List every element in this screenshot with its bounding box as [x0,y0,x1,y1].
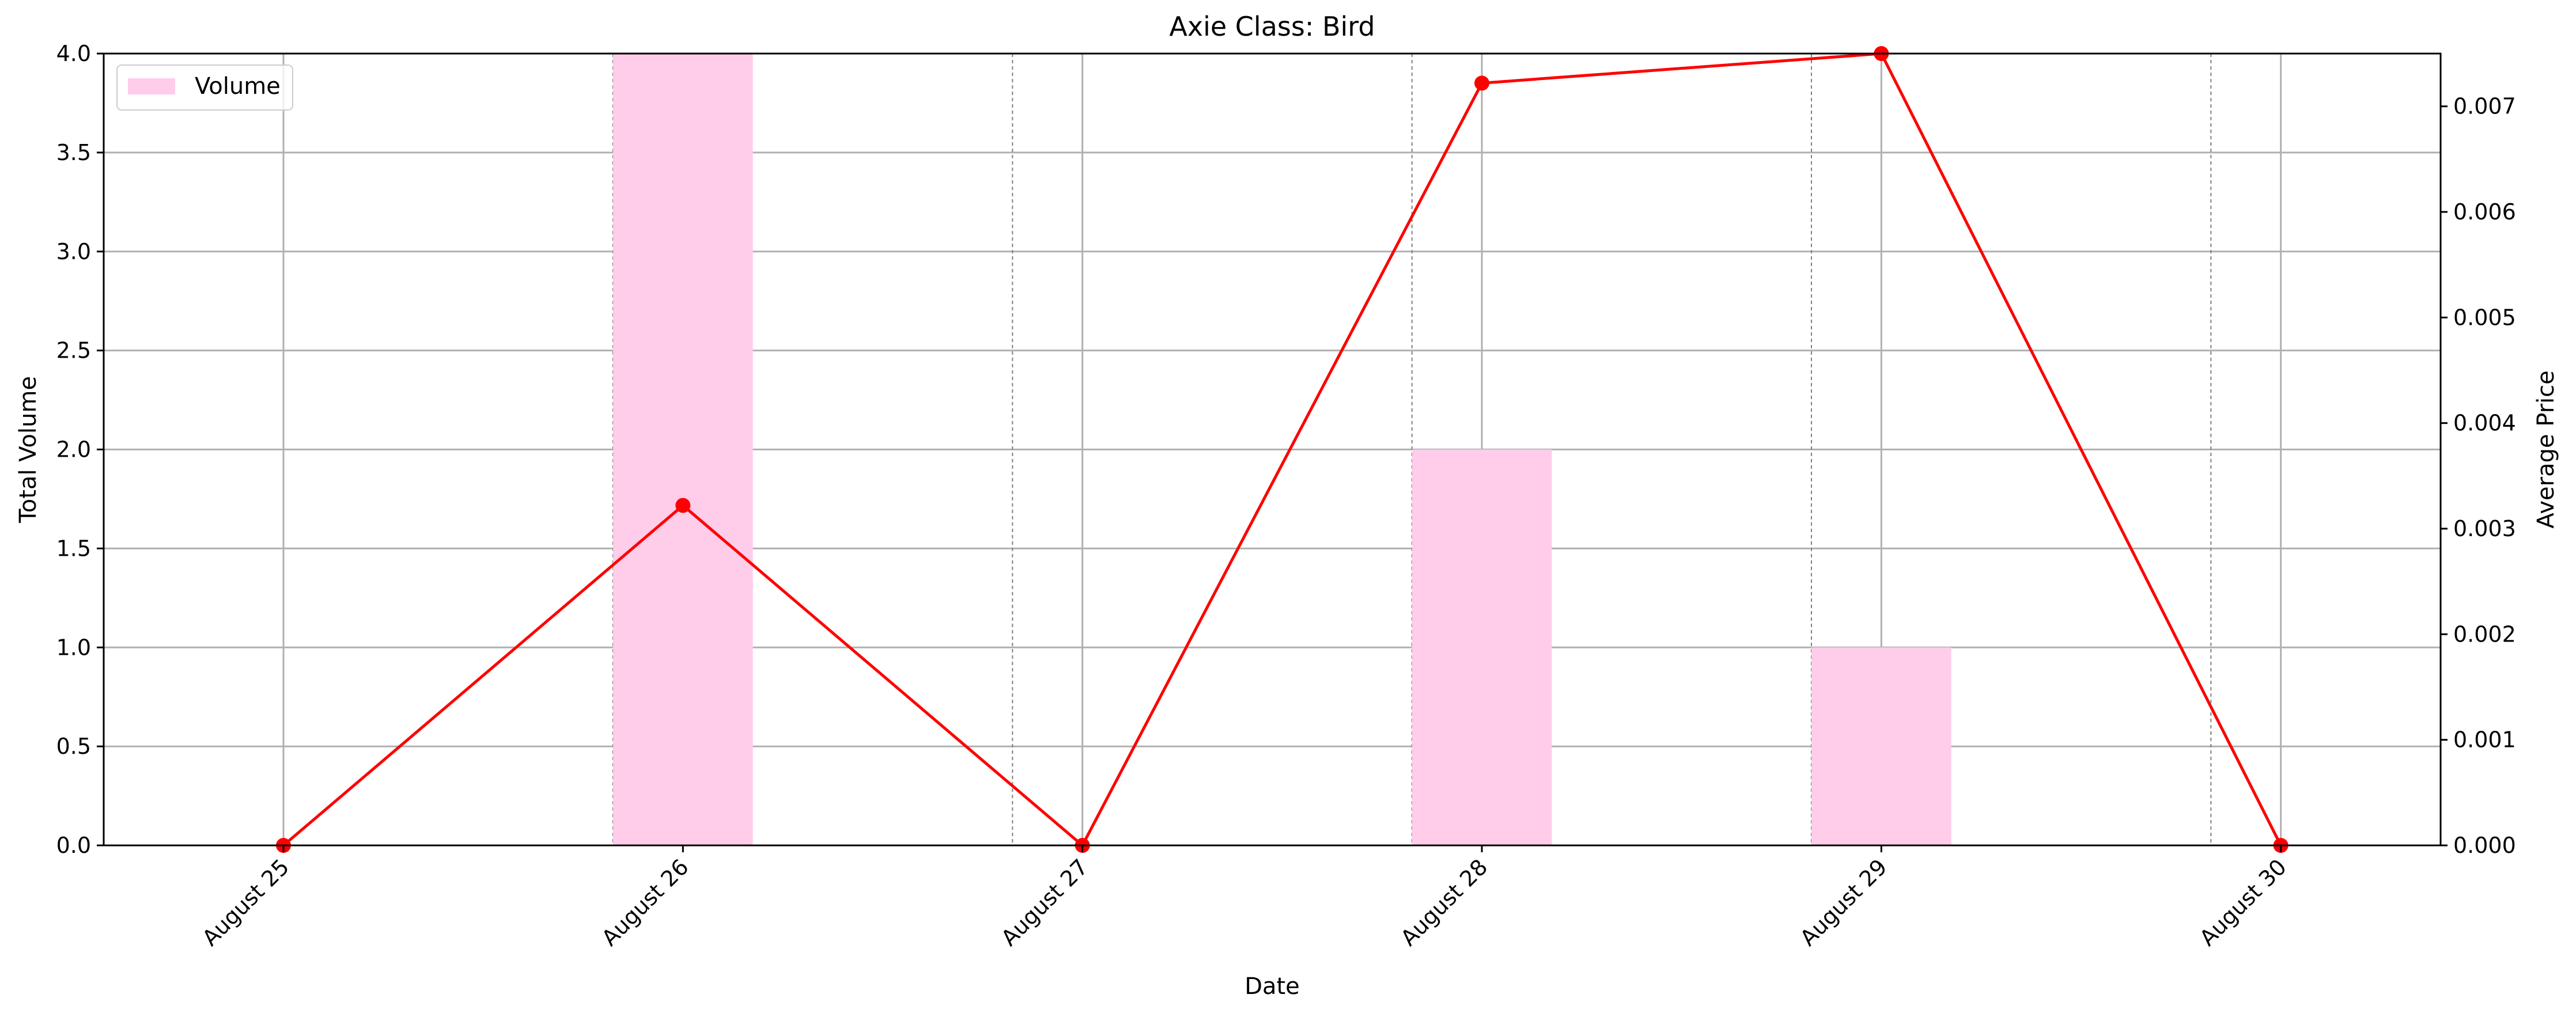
y-tick-label-right: 0.003 [2453,516,2516,541]
x-tick-label: August 29 [1795,854,1892,951]
volume-bar [1412,449,1552,845]
x-axis-label: Date [1245,973,1300,1000]
y-tick-label-right: 0.000 [2453,833,2516,858]
legend-box [116,64,293,111]
volume-bar [1811,647,1951,845]
y-tick-label-right: 0.004 [2453,411,2516,436]
chart-title: Axie Class: Bird [1169,11,1375,42]
legend-swatch-volume [128,78,175,94]
x-tick-label: August 27 [996,854,1093,951]
y-tick-label-left: 3.5 [56,140,91,165]
y-tick-label-left: 0.5 [56,734,91,759]
volume-bar [613,54,753,845]
y-tick-label-left: 3.0 [56,239,91,264]
x-tick-label: August 26 [597,854,694,951]
volume-bars [613,54,1951,845]
y-tick-label-left: 0.0 [56,833,91,858]
x-tick-label: August 25 [197,854,294,951]
y-tick-label-left: 4.0 [56,41,91,66]
y-tick-label-left: 1.0 [56,635,91,660]
legend: Volume [116,64,293,111]
y-tick-label-right: 0.005 [2453,305,2516,330]
price-point [675,498,691,513]
y-tick-label-left: 1.5 [56,536,91,561]
price-line [276,46,2288,853]
y-tick-label-right: 0.007 [2453,94,2516,119]
y-tick-label-right: 0.001 [2453,727,2516,753]
price-point [1474,75,1489,91]
y-tick-label-right: 0.002 [2453,621,2516,647]
y-tick-label-left: 2.0 [56,437,91,462]
grid [104,52,2441,847]
y-tick-label-left: 2.5 [56,338,91,363]
y-axis-label-left: Total Volume [15,376,41,523]
y-axis-label-right: Average Price [2533,370,2559,529]
price-line-path [282,52,2282,848]
ticks: 0.0 0.5 1.0 1.5 2.0 2.5 3.0 3.5 4.0 0.000 0.001 0.0… [56,41,2516,951]
x-tick-label: August 30 [2195,854,2291,951]
y-tick-label-right: 0.006 [2453,199,2516,225]
legend-label-volume: Volume [195,73,281,100]
x-tick-label: August 28 [1395,854,1492,951]
